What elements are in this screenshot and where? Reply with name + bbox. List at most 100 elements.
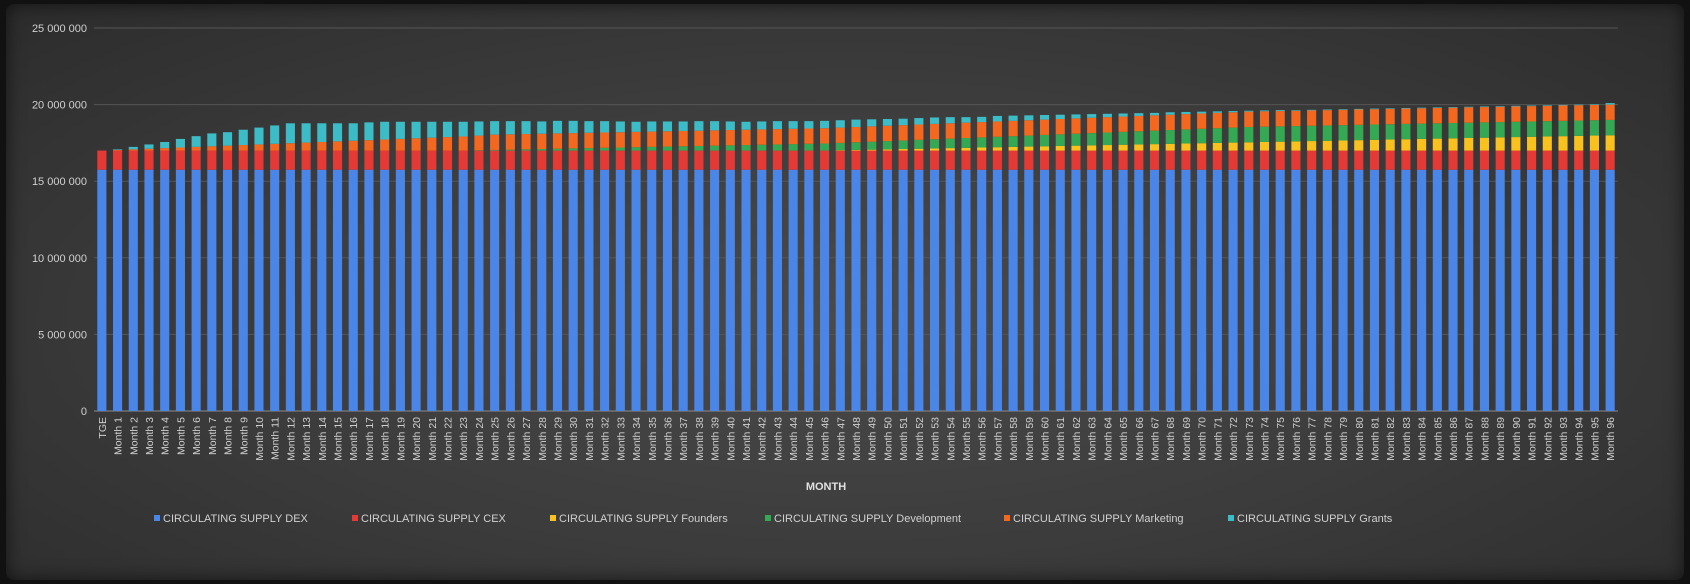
bar-segment: [1291, 141, 1301, 151]
bar-segment: [254, 144, 264, 151]
bar-segment: [222, 145, 233, 151]
bar-segment: [1212, 142, 1222, 151]
bar-segment: [694, 150, 704, 170]
x-tick-label: Month 9: [238, 417, 250, 455]
bar-segment: [411, 169, 421, 411]
bar-segment: [1134, 169, 1144, 411]
bar-segment: [1495, 106, 1505, 123]
bar-segment: [600, 132, 610, 148]
bar-stack: [1134, 113, 1144, 411]
bar-segment: [411, 150, 421, 170]
x-tick-label: Month 94: [1574, 417, 1586, 461]
bar-segment: [914, 118, 924, 125]
bar-segment: [1448, 107, 1458, 108]
bar-segment: [490, 149, 500, 151]
x-tick-label: Month 48: [851, 417, 863, 461]
bar-segment: [1008, 136, 1018, 147]
bar-segment: [945, 138, 955, 149]
bar-segment: [552, 169, 563, 411]
bar-segment: [238, 150, 248, 170]
bar-segment: [1495, 122, 1505, 138]
bar-segment: [332, 141, 343, 151]
bar-segment: [1055, 114, 1065, 120]
bar-segment: [1432, 107, 1442, 124]
bar-segment: [552, 150, 563, 170]
bar-segment: [1055, 134, 1065, 146]
bar-segment: [442, 121, 453, 138]
bar-segment: [1574, 150, 1584, 170]
bar-segment: [1464, 169, 1474, 411]
x-tick-label: Month 30: [568, 417, 580, 461]
bar-segment: [898, 150, 908, 170]
bar-segment: [1228, 150, 1238, 170]
bar-stack: [490, 121, 500, 411]
bar-segment: [584, 121, 594, 133]
bar-segment: [1307, 141, 1317, 151]
y-tick-label: 5 000 000: [38, 329, 87, 341]
bar-segment: [961, 150, 971, 170]
bar-segment: [615, 121, 625, 133]
bar-segment: [1448, 107, 1458, 123]
bar-segment: [474, 169, 484, 411]
bar-segment: [725, 150, 735, 170]
bar-segment: [662, 169, 673, 411]
bar-stack: [1495, 106, 1505, 411]
bar-segment: [1354, 140, 1364, 151]
legend-label: CIRCULATING SUPPLY Grants: [1237, 513, 1393, 525]
bar-segment: [238, 129, 248, 146]
bar-segment: [285, 150, 295, 170]
x-tick-label: Month 69: [1181, 417, 1193, 461]
legend-label: CIRCULATING SUPPLY DEX: [163, 513, 309, 525]
x-tick-label: Month 41: [741, 417, 753, 461]
bar-segment: [1369, 109, 1380, 125]
bar-segment: [772, 144, 782, 151]
bar-segment: [694, 121, 704, 131]
x-tick-label: Month 66: [1134, 417, 1146, 461]
bar-segment: [725, 145, 735, 151]
bar-segment: [977, 169, 987, 411]
bar-segment: [1291, 150, 1301, 170]
bar-segment: [1589, 104, 1599, 105]
x-tick-label: Month 63: [1087, 417, 1099, 461]
bar-segment: [458, 136, 468, 151]
x-tick-label: Month 3: [144, 417, 156, 455]
x-tick-label: Month 25: [490, 417, 502, 461]
bar-segment: [1558, 150, 1568, 170]
bar-segment: [710, 150, 720, 170]
bar-segment: [395, 150, 405, 170]
bar-stack: [1574, 104, 1584, 411]
bar-segment: [285, 169, 295, 411]
bar-segment: [1055, 145, 1065, 151]
bar-segment: [898, 140, 908, 150]
bar-segment: [552, 120, 563, 134]
x-tick-label: Month 91: [1527, 417, 1539, 461]
bar-segment: [804, 128, 814, 144]
x-tick-label: Month 39: [710, 417, 722, 461]
bar-segment: [615, 132, 625, 148]
x-tick-label: Month 37: [678, 417, 690, 461]
bar-segment: [647, 131, 657, 147]
bar-segment: [804, 150, 814, 170]
bar-segment: [568, 148, 578, 151]
bar-segment: [1087, 150, 1097, 170]
bar-segment: [113, 149, 123, 150]
bar-stack: [1558, 104, 1568, 411]
bar-stack: [1118, 113, 1128, 411]
x-tick-label: Month 61: [1055, 417, 1067, 461]
bar-segment: [427, 169, 437, 411]
bar-segment: [1432, 138, 1442, 151]
bar-segment: [788, 121, 798, 129]
bar-segment: [1181, 143, 1191, 151]
bar-segment: [1479, 107, 1490, 123]
bar-segment: [882, 119, 892, 126]
x-tick-label: Month 82: [1385, 417, 1397, 461]
bar-segment: [1479, 106, 1490, 108]
bar-segment: [1558, 104, 1568, 106]
bar-segment: [128, 146, 138, 150]
bar-segment: [867, 169, 877, 411]
bar-segment: [1275, 110, 1285, 112]
bar-segment: [867, 150, 877, 170]
bar-segment: [1165, 169, 1175, 411]
bar-segment: [662, 150, 673, 170]
bar-segment: [332, 150, 343, 170]
